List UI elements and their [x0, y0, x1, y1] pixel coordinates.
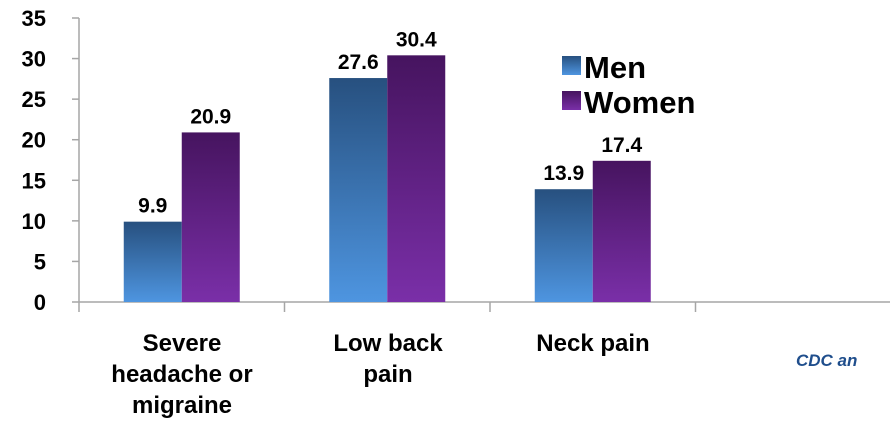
bar-men [123, 221, 182, 302]
y-tick-label: 35 [22, 6, 46, 31]
category-label-line: migraine [131, 392, 233, 419]
category-label-neck: Neck pain [493, 328, 693, 359]
y-tick-label: 5 [34, 249, 46, 274]
category-label-line: Low back [333, 330, 443, 357]
y-tick-label: 10 [22, 209, 46, 234]
source-credit: CDC an [796, 351, 858, 370]
legend-label-women: Women [584, 85, 695, 120]
y-tick-label: 20 [22, 128, 46, 153]
y-tick-label: 0 [34, 290, 46, 315]
bar-women [387, 55, 446, 302]
bar-men [534, 189, 593, 302]
data-label: 13.9 [543, 162, 584, 185]
bar-women [592, 160, 651, 302]
data-label: 20.9 [190, 105, 231, 128]
bar-men [329, 78, 388, 302]
y-tick-label: 25 [22, 87, 46, 112]
category-label-line: pain [363, 361, 413, 388]
legend: Men Women [562, 50, 695, 120]
data-label: 9.9 [138, 195, 167, 218]
category-label-headache: Severe headache or migraine [82, 328, 282, 421]
legend-label-men: Men [584, 50, 646, 85]
data-label: 27.6 [338, 51, 379, 74]
category-label-line: Neck pain [536, 330, 650, 357]
category-label-line: headache or [111, 361, 253, 388]
data-label: 30.4 [396, 28, 437, 51]
legend-swatch-women [562, 91, 581, 110]
y-tick-label: 30 [22, 47, 46, 72]
y-tick-label: 15 [22, 168, 46, 193]
data-label: 17.4 [601, 134, 642, 157]
category-label-line: Severe [142, 330, 222, 357]
category-label-low-back: Low back pain [288, 328, 488, 390]
bar-women [181, 132, 240, 302]
legend-swatch-men [562, 56, 581, 75]
